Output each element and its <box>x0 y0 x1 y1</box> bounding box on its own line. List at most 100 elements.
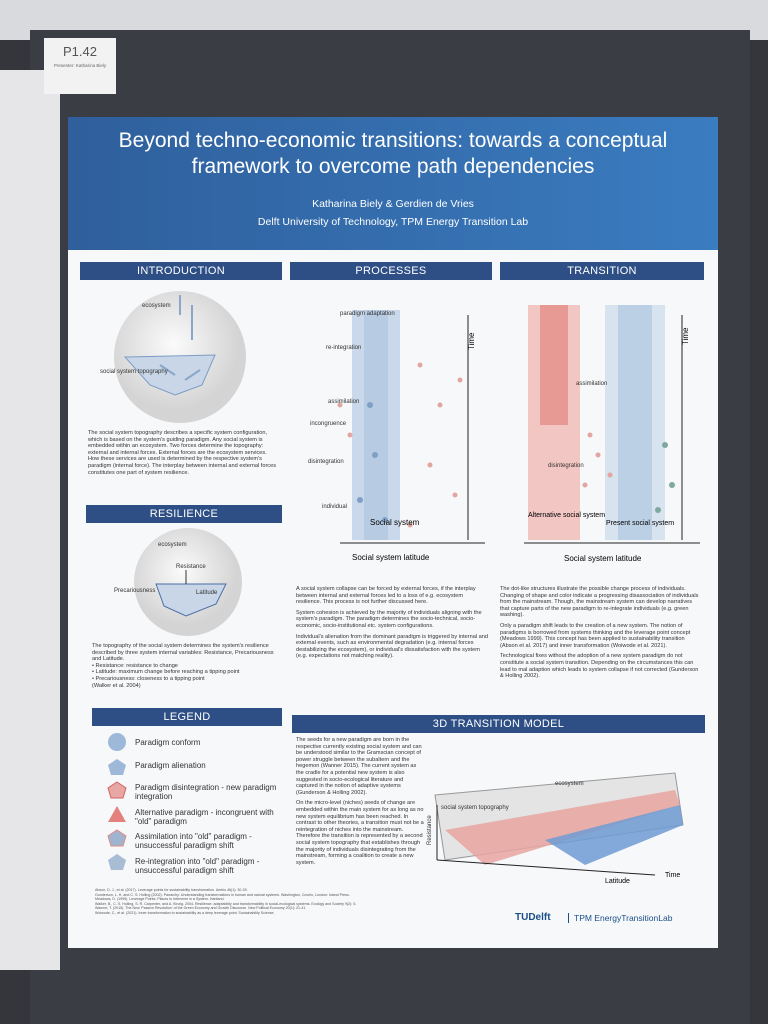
references: Abson, D. J., et al. (2017). Leverage po… <box>95 888 505 916</box>
text-line: (Walker et al. 2004) <box>92 682 141 689</box>
diagram-label: paradigm adaptation <box>340 311 395 317</box>
legend-item: Paradigm conform <box>135 738 201 747</box>
individual-dots <box>337 362 463 528</box>
legend-item: Alternative paradigm - incongruent with … <box>135 808 274 826</box>
logo: TUDelft <box>515 912 551 923</box>
intro-diagram: ecosystem social system topography <box>100 291 246 423</box>
legend-item: Re-integration into "old" paradigm - uns… <box>135 857 260 875</box>
section-heading: TRANSITION <box>500 262 704 280</box>
section-heading: RESILIENCE <box>86 505 282 523</box>
legend-symbol <box>108 806 126 822</box>
reference: Meadows, D. (1999). Leverage Points: Pla… <box>95 897 225 902</box>
diagram-label: Latitude <box>196 590 218 596</box>
individual-dots <box>357 402 388 523</box>
diagram-label: Social system <box>370 518 420 527</box>
legend-symbol <box>108 854 126 870</box>
diagram-label: re-integration <box>326 345 361 351</box>
ecosystem-sphere <box>134 528 242 636</box>
axis-label: Time <box>681 327 690 345</box>
latitude-axis <box>436 859 656 876</box>
reference: Gunderson, L. H. and C. S. Holling (2002… <box>95 892 350 897</box>
presenter: Presenter: Katharina Biely <box>53 63 107 68</box>
axis-label: Time <box>665 872 680 879</box>
paragraph: A social system collapse can be forced b… <box>296 586 476 606</box>
processes-diagram: paradigm adaptation re-integration assim… <box>308 310 485 562</box>
diagram-label: ecosystem <box>142 303 171 309</box>
paragraph: On the micro-level (niches) seeds of cha… <box>296 800 424 866</box>
reference: Walker, B., C. S. Holling, S. R. Carpent… <box>95 901 357 906</box>
board-label: P1.42 Presenter: Katharina Biely <box>44 38 116 94</box>
diagram-label: disintegration <box>308 459 344 465</box>
resilience-text: The topography of the social system dete… <box>92 643 282 689</box>
legend-symbol <box>108 733 126 751</box>
diagram-label: social system topography <box>441 805 509 811</box>
alternative-system-core <box>540 305 568 425</box>
reference: Woiwode, C., et al. (2021). Inner transf… <box>95 910 275 915</box>
paragraph: The dot-like structures illustrate the p… <box>500 586 699 619</box>
topography <box>123 354 216 396</box>
transition-diagram: assimilation disintegration Alternative … <box>524 305 700 563</box>
topography <box>155 583 227 617</box>
diagram-label: ecosystem <box>555 781 584 787</box>
reference: Wanner, T. (2015). The New 'Passive Revo… <box>95 906 307 911</box>
present-trajectory <box>545 805 683 865</box>
section-heading: PROCESSES <box>290 262 492 280</box>
axis-label: Resistance <box>427 815 433 845</box>
alternative-trajectory <box>445 790 680 865</box>
diagram-label: incongruence <box>310 421 347 427</box>
model-text: The seeds for a new paradigm are born in… <box>296 737 424 870</box>
legend-item: Paradigm disintegration - new paradigm i… <box>135 783 277 801</box>
axis-label: Social system latitude <box>564 554 642 563</box>
diagram-label: Alternative social system <box>528 512 605 519</box>
authors: Katharina Biely & Gerdien de Vries <box>312 198 474 210</box>
lab-name: TPM EnergyTransitionLab <box>568 913 672 923</box>
paragraph: Individual's alienation from the dominan… <box>296 633 488 660</box>
axis-label: Latitude <box>605 878 630 885</box>
resilience-diagram: ecosystem Resistance Latitude Precarious… <box>114 528 242 636</box>
axis-label: Social system latitude <box>352 553 430 562</box>
paragraph: Technological fixes without the adoption… <box>500 653 699 680</box>
poster-title: Beyond techno-economic transitions: towa… <box>118 129 668 178</box>
individual-dots <box>582 432 613 488</box>
paragraph: The seeds for a new paradigm are born in… <box>296 737 422 796</box>
processes-text: A social system collapse can be forced b… <box>296 586 488 664</box>
transition-text: The dot-like structures illustrate the p… <box>500 586 700 684</box>
diagram-label: ecosystem <box>158 542 187 548</box>
intro-text: The social system topography describes a… <box>88 430 277 476</box>
poster-code: P1.42 <box>63 44 97 59</box>
legend-symbol <box>108 759 126 775</box>
diagram-label: Resistance <box>176 564 206 570</box>
legend-item: Paradigm alienation <box>135 761 206 770</box>
legend-symbols <box>107 733 127 870</box>
text-line: The topography of the social system dete… <box>92 643 274 663</box>
model-diagram: ecosystem social system topography Resis… <box>427 772 684 885</box>
paragraph: System cohesion is achieved by the major… <box>296 609 482 629</box>
legend-symbol <box>107 781 127 799</box>
section-heading: LEGEND <box>92 708 282 726</box>
diagram-label: assimilation <box>576 381 607 387</box>
axis-label: Time <box>467 332 476 350</box>
force-arrows <box>159 295 201 381</box>
social-system-core <box>364 310 388 540</box>
diagram-label: social system topography <box>100 369 168 375</box>
section-heading: INTRODUCTION <box>80 262 282 280</box>
diagram-label: disintegration <box>548 463 584 469</box>
section-heading: 3D TRANSITION MODEL <box>292 715 705 733</box>
side-panel <box>0 70 60 970</box>
legend-item: Assimilation into "old" paradigm - unsuc… <box>135 832 252 850</box>
text-line: • Resistance: resistance to change <box>92 662 178 669</box>
diagram-label: Precariousness <box>114 588 155 594</box>
text-line: • Latitude: maximum change before reachi… <box>92 669 240 676</box>
text-line: • Precariousness: closeness to a tipping… <box>92 675 205 682</box>
diagram-label: individual <box>322 504 347 510</box>
individual-dots <box>655 442 675 513</box>
affiliation: Delft University of Technology, TPM Ener… <box>257 216 529 228</box>
paragraph: Only a paradigm shift leads to the creat… <box>500 622 691 649</box>
present-system-core <box>618 305 652 540</box>
diagram-label: Present social system <box>606 520 674 527</box>
reference: Abson, D. J., et al. (2017). Leverage po… <box>95 888 248 892</box>
header <box>68 117 718 250</box>
diagram-label: assimilation <box>328 399 359 405</box>
legend-symbol <box>107 829 127 847</box>
